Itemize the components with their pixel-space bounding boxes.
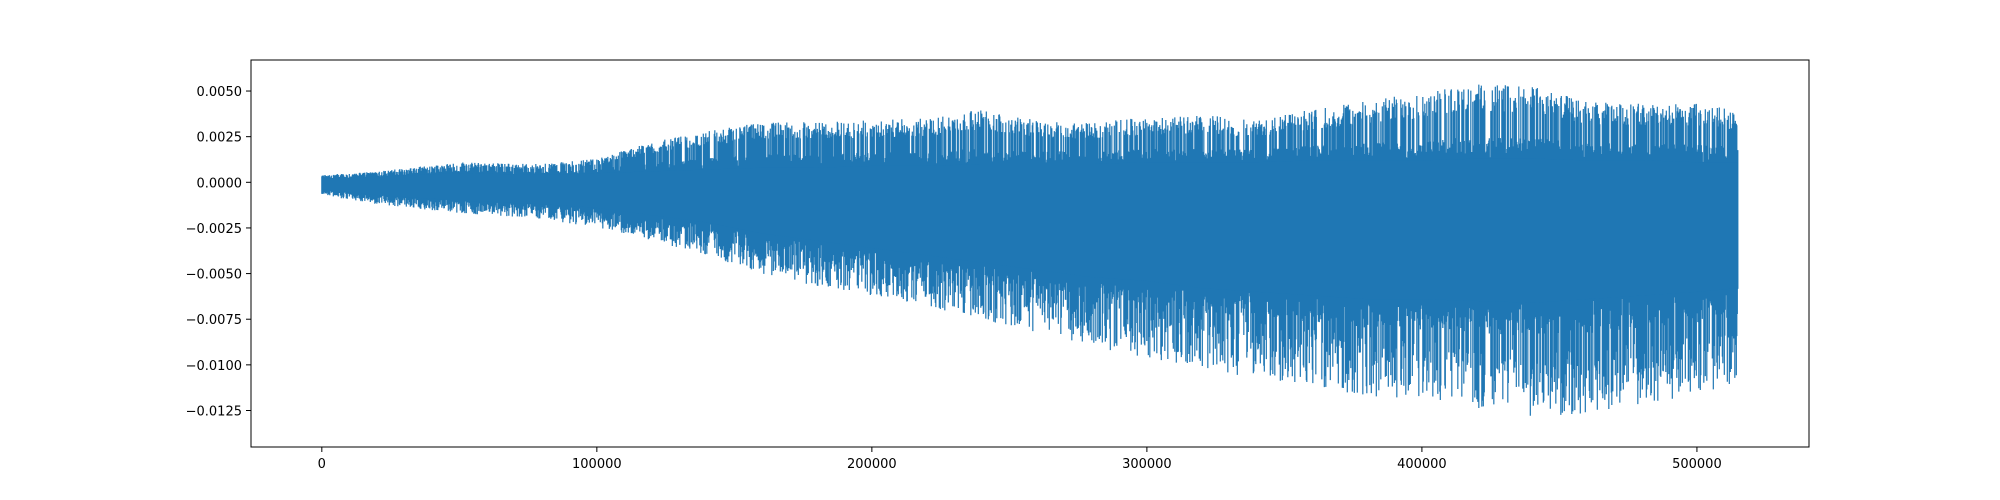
x-tick-label: 0 <box>318 457 326 472</box>
x-axis-ticks: 0 100000 200000 300000 400000 500000 <box>318 447 1722 472</box>
waveform-core-band <box>321 158 1739 303</box>
y-tick-label: −0.0125 <box>186 404 242 419</box>
x-tick-label: 300000 <box>1122 457 1172 472</box>
x-tick-label: 500000 <box>1672 457 1722 472</box>
x-tick-label: 200000 <box>847 457 897 472</box>
series-layer <box>321 84 1739 416</box>
y-tick-label: 0.0050 <box>197 85 243 100</box>
y-tick-label: −0.0050 <box>186 268 242 283</box>
y-tick-label: 0.0000 <box>197 176 243 191</box>
plot-frame <box>250 59 1810 448</box>
y-tick-label: −0.0100 <box>186 359 242 374</box>
y-tick-label: 0.0025 <box>197 131 243 146</box>
x-tick-label: 400000 <box>1397 457 1447 472</box>
y-tick-label: −0.0075 <box>186 313 242 328</box>
y-axis-ticks: 0.0050 0.0025 0.0000 −0.0025 −0.0050 −0.0075 −… <box>186 85 251 419</box>
x-tick-label: 100000 <box>572 457 622 472</box>
y-tick-label: −0.0025 <box>186 222 242 237</box>
